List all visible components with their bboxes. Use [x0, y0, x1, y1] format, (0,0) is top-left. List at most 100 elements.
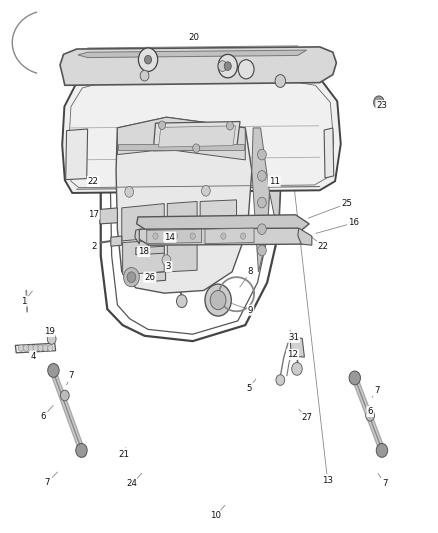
Polygon shape [136, 228, 311, 245]
Circle shape [258, 149, 266, 160]
Text: 31: 31 [288, 333, 299, 342]
Polygon shape [263, 96, 280, 235]
Text: 6: 6 [367, 407, 373, 416]
Circle shape [124, 268, 139, 287]
Text: 22: 22 [318, 242, 329, 251]
Text: 5: 5 [246, 384, 251, 392]
Circle shape [258, 171, 266, 181]
Polygon shape [167, 238, 197, 272]
Polygon shape [252, 128, 269, 272]
Text: 22: 22 [88, 177, 99, 185]
Polygon shape [324, 128, 334, 178]
Circle shape [374, 96, 384, 109]
Circle shape [292, 362, 302, 375]
Text: 17: 17 [88, 210, 99, 219]
Text: 12: 12 [287, 350, 298, 359]
Polygon shape [137, 215, 309, 232]
Polygon shape [112, 74, 151, 107]
Polygon shape [151, 272, 166, 281]
Circle shape [258, 245, 266, 256]
Text: 7: 7 [382, 479, 387, 488]
Polygon shape [78, 50, 307, 58]
Circle shape [48, 364, 59, 377]
Circle shape [159, 121, 166, 130]
Text: 3: 3 [166, 262, 171, 271]
Circle shape [218, 54, 237, 78]
Circle shape [125, 187, 134, 197]
Polygon shape [101, 96, 112, 123]
Circle shape [258, 224, 266, 235]
Circle shape [276, 375, 285, 385]
Circle shape [193, 144, 200, 152]
Circle shape [127, 272, 136, 282]
Text: 24: 24 [127, 480, 138, 488]
Polygon shape [122, 204, 164, 241]
Circle shape [205, 284, 231, 316]
Circle shape [60, 390, 69, 401]
Text: 14: 14 [164, 233, 176, 241]
Text: 9: 9 [248, 306, 253, 314]
Text: 13: 13 [322, 477, 333, 485]
Polygon shape [118, 144, 244, 150]
Text: 16: 16 [348, 219, 360, 227]
Polygon shape [116, 117, 252, 293]
Circle shape [349, 371, 360, 385]
Circle shape [201, 185, 210, 196]
Polygon shape [101, 59, 280, 341]
Text: 27: 27 [301, 414, 312, 422]
Circle shape [221, 233, 226, 239]
Text: 20: 20 [188, 33, 199, 42]
Circle shape [76, 443, 87, 457]
Text: 21: 21 [118, 450, 129, 458]
Polygon shape [62, 68, 341, 193]
Polygon shape [117, 117, 245, 160]
Text: 7: 7 [68, 372, 74, 380]
Circle shape [18, 345, 24, 351]
Text: 23: 23 [376, 101, 388, 110]
Circle shape [238, 60, 254, 79]
Circle shape [153, 233, 158, 239]
Polygon shape [123, 240, 164, 274]
Circle shape [145, 55, 152, 64]
Polygon shape [60, 47, 336, 85]
Circle shape [33, 345, 39, 351]
Circle shape [376, 443, 388, 457]
Circle shape [47, 334, 56, 344]
Polygon shape [147, 229, 201, 244]
Circle shape [28, 345, 33, 351]
Circle shape [177, 295, 187, 308]
Circle shape [366, 410, 374, 421]
Circle shape [162, 255, 171, 265]
Text: 7: 7 [45, 478, 50, 487]
Polygon shape [153, 122, 240, 151]
Text: 2: 2 [92, 242, 97, 251]
Polygon shape [111, 236, 122, 246]
Polygon shape [167, 201, 197, 237]
Polygon shape [290, 336, 304, 357]
Text: 10: 10 [210, 512, 221, 520]
Circle shape [218, 61, 227, 71]
Text: 4: 4 [30, 352, 35, 360]
Polygon shape [135, 229, 139, 244]
Text: 18: 18 [138, 247, 149, 256]
Polygon shape [136, 246, 164, 255]
Text: 6: 6 [40, 413, 46, 421]
Text: 19: 19 [44, 327, 54, 336]
Circle shape [190, 233, 195, 239]
Circle shape [48, 345, 53, 351]
Circle shape [38, 345, 43, 351]
Polygon shape [100, 208, 117, 224]
Text: 8: 8 [248, 268, 253, 276]
Circle shape [258, 197, 266, 208]
Text: 25: 25 [341, 199, 353, 208]
Circle shape [224, 62, 231, 70]
Polygon shape [200, 200, 237, 236]
Circle shape [43, 345, 48, 351]
Circle shape [138, 48, 158, 71]
Circle shape [173, 233, 178, 239]
Text: 26: 26 [144, 273, 155, 281]
Text: 11: 11 [268, 177, 280, 185]
Circle shape [275, 75, 286, 87]
Text: 1: 1 [21, 297, 27, 305]
Circle shape [140, 70, 149, 81]
